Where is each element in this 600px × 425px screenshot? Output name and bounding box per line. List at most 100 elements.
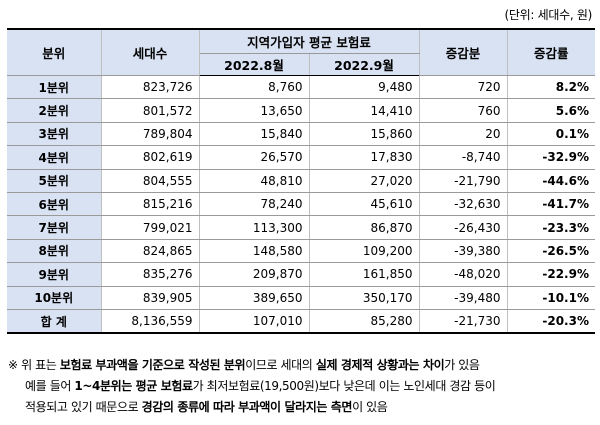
header-aug: 2022.8월: [199, 53, 310, 76]
row-sep: 27,020: [308, 169, 420, 193]
row-aug: 389,650: [198, 286, 310, 310]
row-change: -26,430: [418, 215, 508, 240]
table-row: 10분위 839,905 389,650 350,170 -39,480 -10…: [7, 286, 595, 310]
total-aug: 107,010: [198, 309, 310, 335]
row-sep: 15,860: [308, 122, 420, 147]
row-category: 2분위: [7, 98, 102, 123]
row-households: 801,572: [100, 98, 200, 123]
row-households: 815,216: [100, 192, 200, 217]
unit-label: (단위: 세대수, 원): [504, 8, 593, 22]
header-premium-group: 지역가입자 평균 보험료: [198, 28, 420, 54]
row-category: 7분위: [7, 215, 102, 240]
row-category: 5분위: [7, 169, 102, 193]
row-sep: 86,870: [308, 215, 420, 240]
table-row: 6분위 815,216 78,240 45,610 -32,630 -41.7%: [7, 192, 595, 217]
row-rate: -22.9%: [506, 262, 595, 287]
row-sep: 14,410: [308, 98, 420, 123]
row-rate: -44.6%: [506, 169, 595, 193]
total-category: 합 계: [7, 309, 102, 335]
row-change: -32,630: [418, 192, 508, 217]
row-change: -8,740: [418, 145, 508, 170]
row-aug: 13,650: [198, 98, 310, 123]
header-rate: 증감률: [506, 28, 595, 76]
row-category: 10분위: [7, 286, 102, 310]
premium-table: 분위 세대수 지역가입자 평균 보험료 증감분 증감률 2022.8월 2022…: [7, 28, 595, 335]
footnote-line-2: 예를 들어 1~4분위는 평균 보험료가 최저보험료(19,500원)보다 낮은…: [8, 376, 594, 397]
row-aug: 148,580: [198, 239, 310, 264]
footnote-emphasis: 경감의 종류에 따라 부과액이 달라지는 측면: [141, 400, 353, 414]
table-row: 3분위 789,804 15,840 15,860 20 0.1%: [7, 122, 595, 147]
row-aug: 8,760: [198, 75, 310, 100]
total-change: -21,730: [418, 309, 508, 335]
row-households: 799,021: [100, 215, 200, 240]
row-rate: -32.9%: [506, 145, 595, 170]
row-sep: 45,610: [308, 192, 420, 217]
row-sep: 109,200: [308, 239, 420, 264]
header-change: 증감분: [418, 28, 508, 76]
row-category: 6분위: [7, 192, 102, 217]
row-change: -39,380: [418, 239, 508, 264]
row-change: 760: [418, 98, 508, 123]
header-category: 분위: [7, 28, 102, 76]
footnote-text: 가 최저보험료(19,500원)보다 낮은데 이는 노인세대 경감 등이: [192, 379, 496, 393]
row-aug: 113,300: [198, 215, 310, 240]
row-change: 20: [418, 122, 508, 147]
footnote-text: 이므로 세대의: [245, 358, 316, 372]
footnote-text: 적용되고 있기 때문으로: [25, 400, 142, 414]
header-sep: 2022.9월: [308, 53, 419, 76]
total-sep: 85,280: [308, 309, 420, 335]
total-row: 합 계 8,136,559 107,010 85,280 -21,730 -20…: [7, 309, 595, 335]
footnote-text: ※ 위 표는: [8, 358, 60, 372]
row-category: 8분위: [7, 239, 102, 264]
table-row: 2분위 801,572 13,650 14,410 760 5.6%: [7, 98, 595, 123]
table-row: 7분위 799,021 113,300 86,870 -26,430 -23.3…: [7, 215, 595, 240]
row-aug: 78,240: [198, 192, 310, 217]
table-row: 1분위 823,726 8,760 9,480 720 8.2%: [7, 75, 595, 100]
footnote-text: 예를 들어: [25, 379, 75, 393]
footnote-emphasis: 1~4분위는 평균 보험료: [74, 379, 193, 393]
row-sep: 9,480: [308, 75, 420, 100]
row-change: -39,480: [418, 286, 508, 310]
row-sep: 350,170: [308, 286, 420, 310]
footnote-line-1: ※ 위 표는 보험료 부과액을 기준으로 작성된 분위이므로 세대의 실제 경제…: [8, 355, 594, 376]
footnote-emphasis: 실제 경제적 상황과는 차이: [315, 358, 445, 372]
row-rate: -10.1%: [506, 286, 595, 310]
table-row: 4분위 802,619 26,570 17,830 -8,740 -32.9%: [7, 145, 595, 170]
row-rate: -26.5%: [506, 239, 595, 264]
row-rate: 8.2%: [506, 75, 595, 100]
table-row: 9분위 835,276 209,870 161,850 -48,020 -22.…: [7, 262, 595, 287]
row-aug: 26,570: [198, 145, 310, 170]
row-rate: 0.1%: [506, 122, 595, 147]
total-households: 8,136,559: [100, 309, 200, 335]
header-households: 세대수: [100, 28, 200, 76]
row-aug: 48,810: [198, 169, 310, 193]
row-households: 802,619: [100, 145, 200, 170]
row-sep: 17,830: [308, 145, 420, 170]
row-households: 839,905: [100, 286, 200, 310]
row-rate: 5.6%: [506, 98, 595, 123]
row-aug: 15,840: [198, 122, 310, 147]
row-category: 9분위: [7, 262, 102, 287]
row-category: 1분위: [7, 75, 102, 100]
table-row: 5분위 804,555 48,810 27,020 -21,790 -44.6%: [7, 169, 595, 193]
row-change: -48,020: [418, 262, 508, 287]
row-households: 835,276: [100, 262, 200, 287]
row-change: -21,790: [418, 169, 508, 193]
row-change: 720: [418, 75, 508, 100]
footnote-text: 가 있음: [444, 358, 480, 372]
row-households: 823,726: [100, 75, 200, 100]
header-row-1: 분위 세대수 지역가입자 평균 보험료 증감분 증감률: [7, 28, 595, 76]
row-aug: 209,870: [198, 262, 310, 287]
row-category: 3분위: [7, 122, 102, 147]
footnote-text: 이 있음: [352, 400, 388, 414]
row-rate: -23.3%: [506, 215, 595, 240]
footnote-emphasis: 보험료 부과액을 기준으로 작성된 분위: [59, 358, 246, 372]
row-sep: 161,850: [308, 262, 420, 287]
total-rate: -20.3%: [506, 309, 595, 335]
row-rate: -41.7%: [506, 192, 595, 217]
footnote-line-3: 적용되고 있기 때문으로 경감의 종류에 따라 부과액이 달라지는 측면이 있음: [8, 397, 594, 418]
header-row-2: 2022.8월 2022.9월: [7, 53, 595, 76]
row-households: 789,804: [100, 122, 200, 147]
footnote: ※ 위 표는 보험료 부과액을 기준으로 작성된 분위이므로 세대의 실제 경제…: [8, 355, 594, 418]
row-category: 4분위: [7, 145, 102, 170]
